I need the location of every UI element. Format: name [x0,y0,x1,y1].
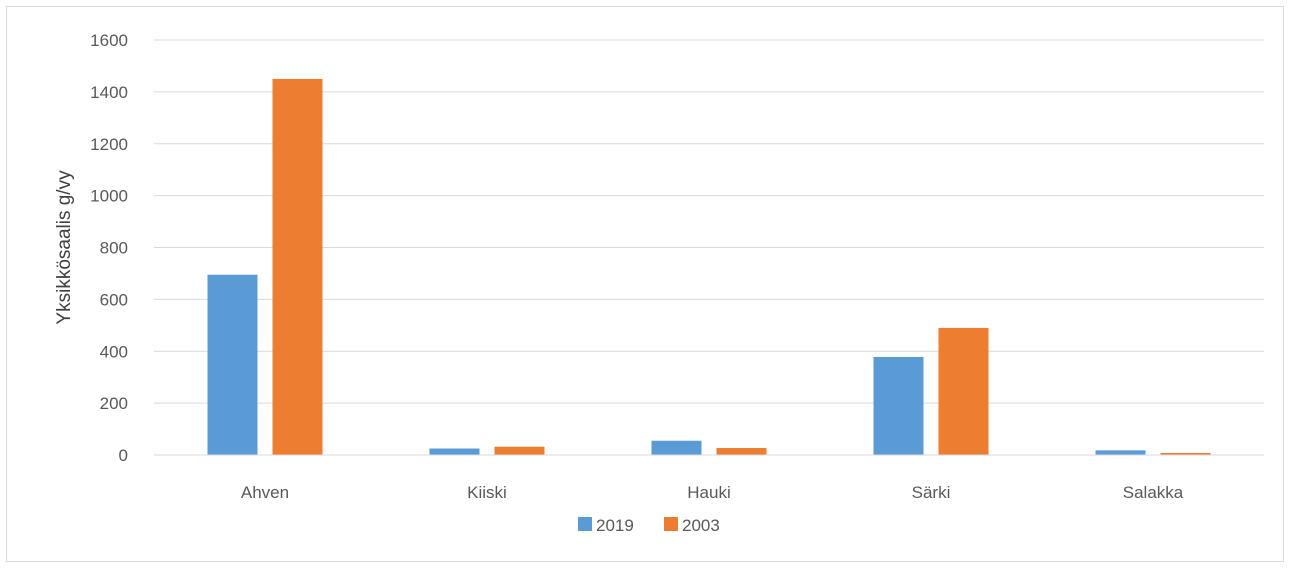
gridlines [154,39,1264,404]
y-axis-title: Yksikkösaalis g/vy [54,170,75,325]
legend-swatch-2003 [664,517,678,531]
y-tick-label: 0 [119,446,128,465]
legend-label-2003: 2003 [682,516,720,535]
x-tick-label: Salakka [1123,483,1184,502]
bar-ahven-2003 [272,78,323,455]
bar-särki-2003 [938,327,989,455]
x-axis-tick-labels: Ahven Kiiski Hauki Särki Salakka [241,483,1184,502]
y-tick-label: 1600 [90,31,128,50]
y-axis-tick-labels: 0 200 400 600 800 1000 1200 1400 1600 [90,31,128,465]
x-tick-label: Kiiski [467,483,507,502]
bar-ahven-2019 [207,274,258,455]
bar-kiiski-2019 [429,448,480,455]
y-tick-label: 1000 [90,187,128,206]
y-tick-label: 800 [100,239,128,258]
y-tick-label: 200 [100,394,128,413]
bar-salakka-2003 [1160,452,1211,455]
bar-hauki-2019 [651,440,702,455]
legend-label-2019: 2019 [596,516,634,535]
y-tick-label: 400 [100,342,128,361]
x-tick-label: Hauki [687,483,730,502]
y-tick-label: 1400 [90,83,128,102]
bar-hauki-2003 [716,447,767,455]
bar-kiiski-2003 [494,446,545,455]
bar-salakka-2019 [1095,450,1146,455]
x-tick-label: Ahven [241,483,289,502]
legend-swatch-2019 [578,517,592,531]
y-tick-label: 600 [100,290,128,309]
x-tick-label: Särki [912,483,951,502]
bar-särki-2019 [873,356,924,455]
legend: 2019 2003 [578,516,720,535]
y-tick-label: 1200 [90,135,128,154]
bars [207,78,1211,455]
